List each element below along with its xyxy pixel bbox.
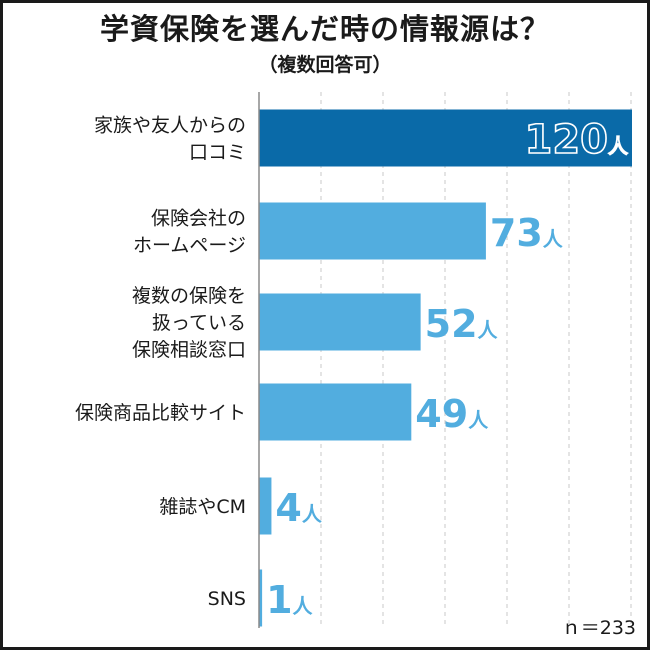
category-label-1: 保険会社のホームページ [133, 208, 246, 257]
category-label-0: 家族や友人からの口コミ [94, 115, 246, 164]
chart-subtitle: （複数回答可） [258, 54, 392, 76]
sample-size-note: ｎ＝233 [561, 617, 636, 639]
value-label-4: 4人 [275, 486, 322, 530]
category-label-3: 保険商品比較サイト [75, 402, 246, 424]
bar-4 [259, 477, 272, 535]
bar-5 [259, 569, 263, 627]
category-label-5: SNS [208, 588, 246, 610]
bar-0 [259, 109, 632, 167]
category-label-4: 雑誌やCM [159, 496, 246, 518]
value-label-2: 52人 [425, 302, 499, 346]
chart-title: 学資保険を選んだ時の情報源は？ [99, 12, 550, 46]
bar-2 [259, 293, 421, 351]
value-label-1: 73人 [490, 211, 564, 255]
bar-3 [259, 383, 412, 441]
bar-1 [259, 202, 486, 260]
value-label-5: 1人 [266, 578, 313, 622]
category-label-2: 複数の保険を扱っている保険相談窓口 [132, 285, 246, 361]
value-label-0: 120人 [525, 117, 630, 163]
value-label-3: 49人 [415, 392, 489, 436]
